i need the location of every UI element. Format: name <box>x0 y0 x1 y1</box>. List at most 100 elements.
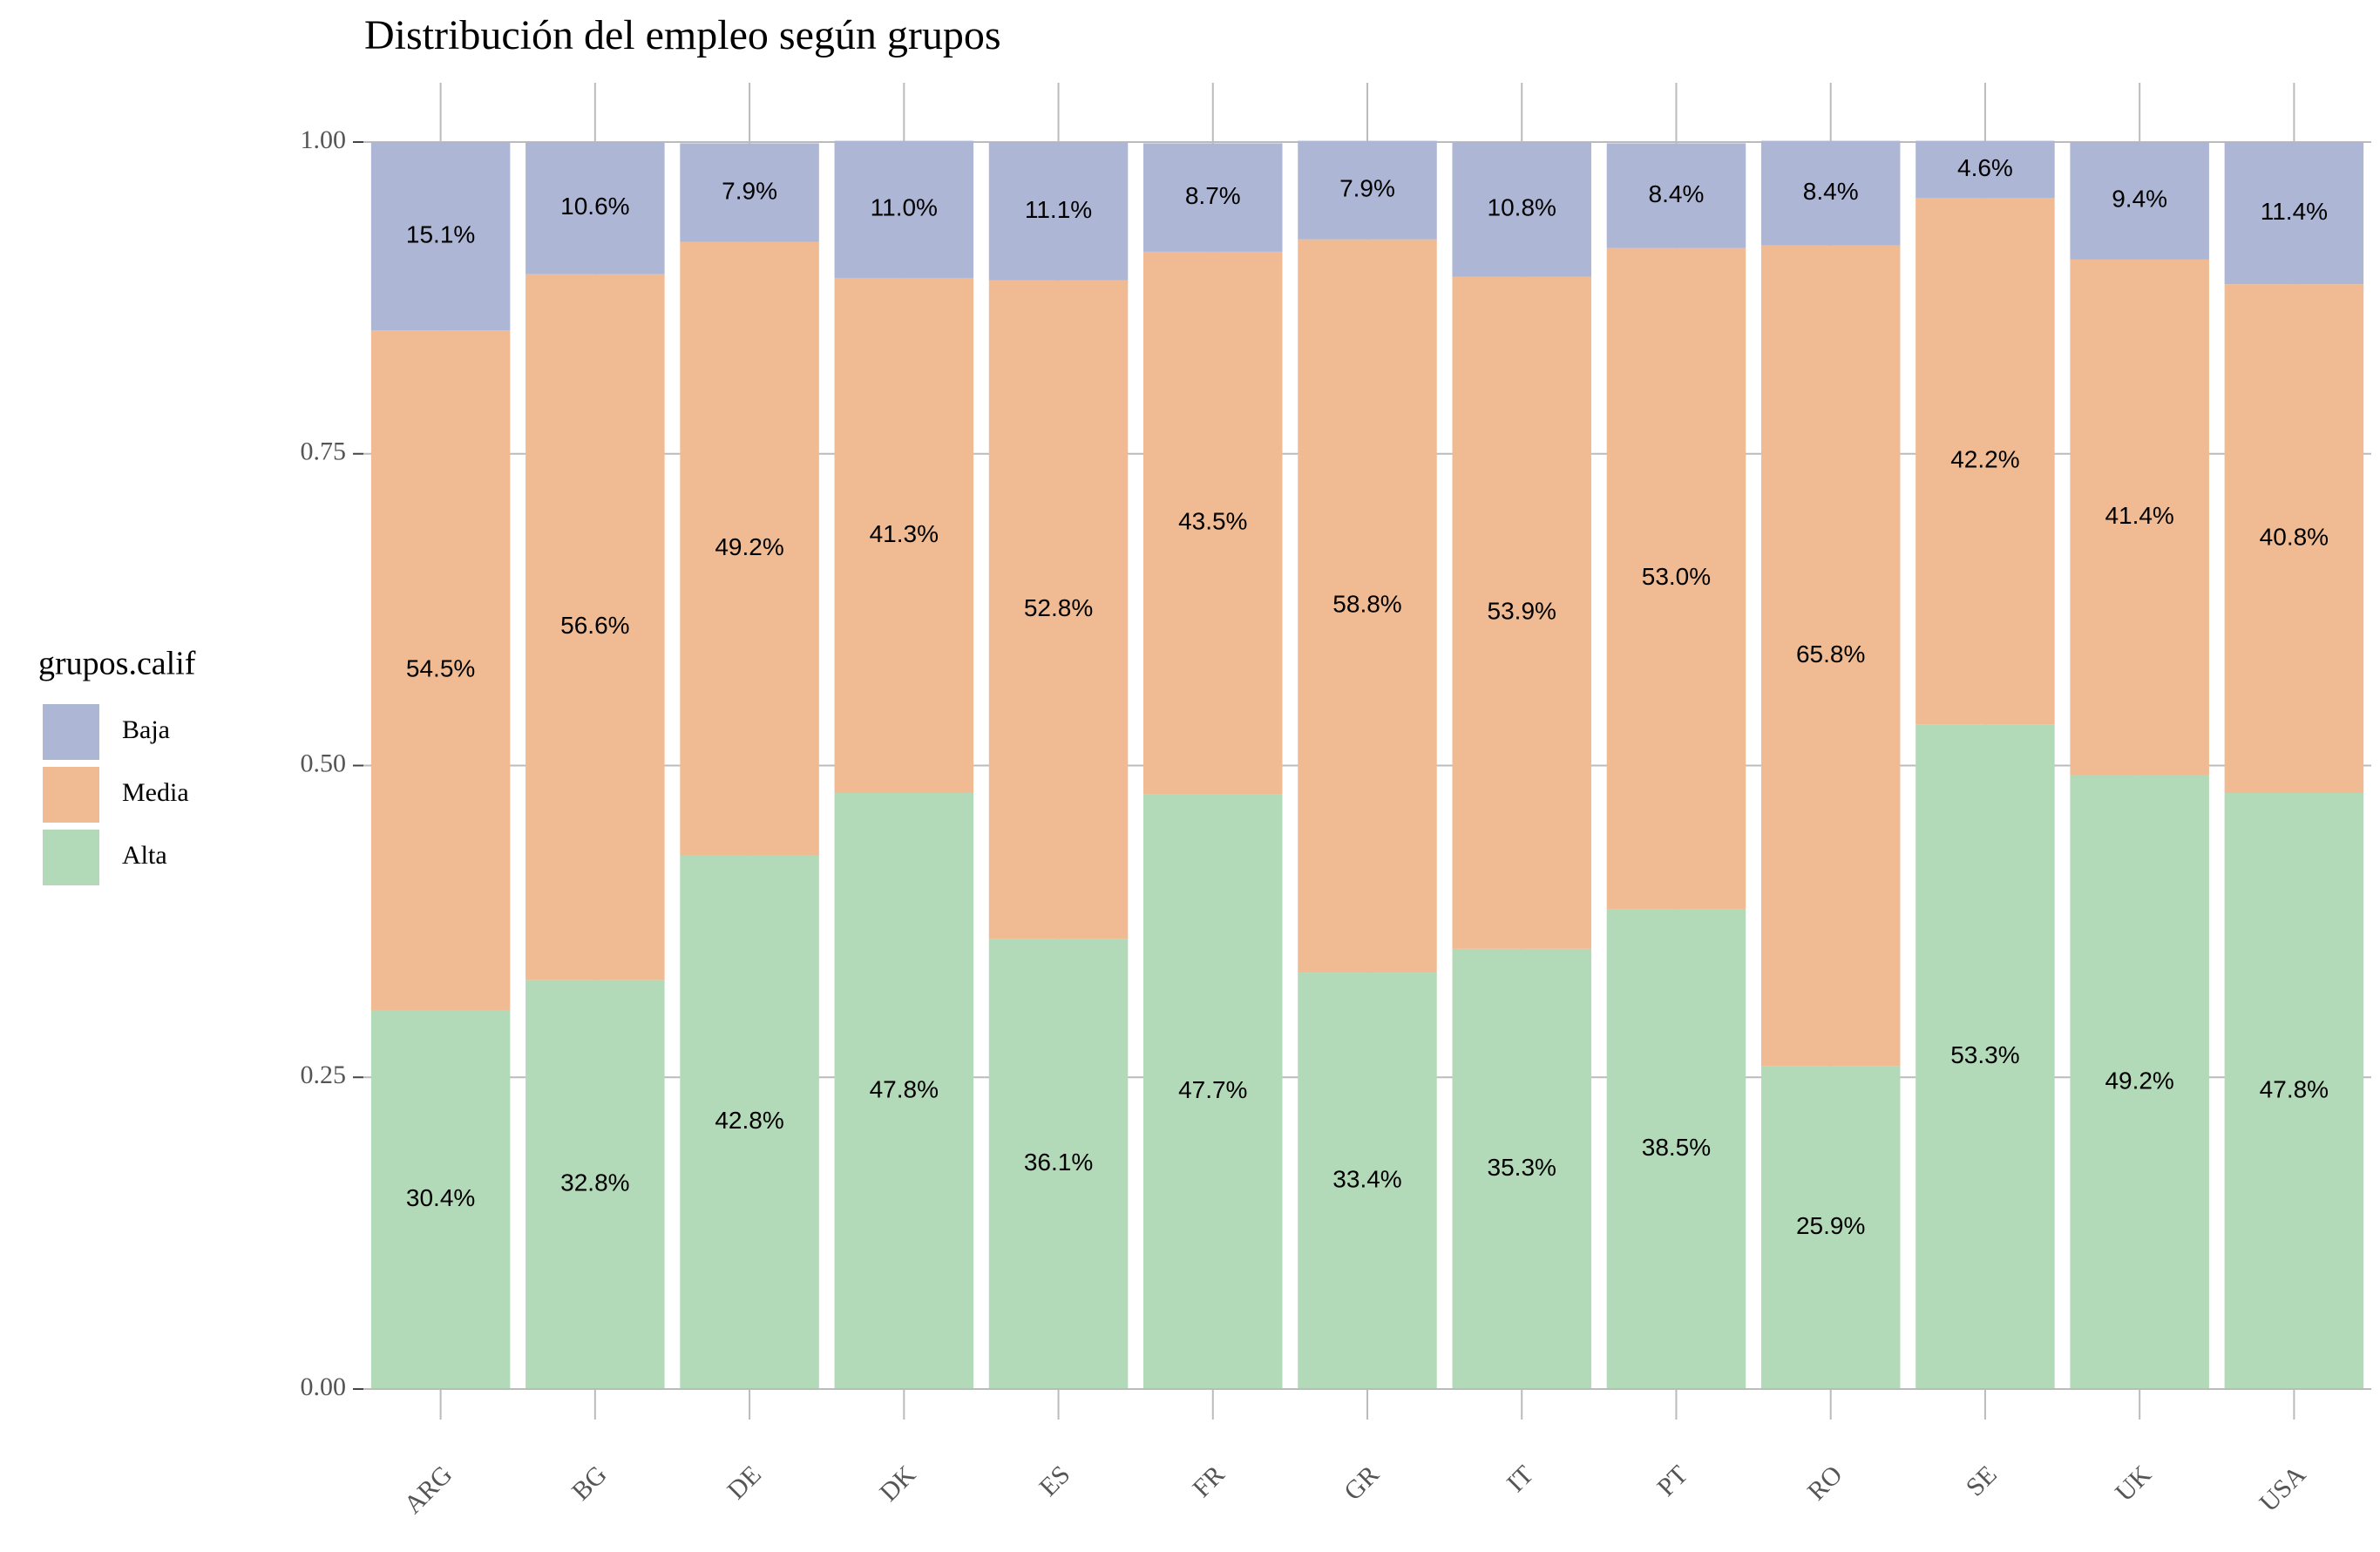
bar-segment <box>1452 142 1591 277</box>
data-label: 9.4% <box>2112 186 2167 213</box>
bar-segment <box>1452 948 1591 1389</box>
data-label: 47.8% <box>870 1075 939 1102</box>
legend-label: Alta <box>122 841 167 870</box>
bar-segment <box>525 142 665 274</box>
bar-segment <box>2224 792 2364 1389</box>
data-label: 33.4% <box>1332 1165 1401 1192</box>
chart-title: Distribución del empleo según grupos <box>364 12 1001 58</box>
x-tick-label: USA <box>2254 1460 2311 1517</box>
bar-segment <box>834 792 974 1389</box>
bar-segment <box>1143 794 1283 1389</box>
bar-segment <box>988 142 1129 281</box>
x-tick-label: BG <box>566 1460 613 1506</box>
bar-segment <box>1916 140 2055 199</box>
data-label: 49.2% <box>715 533 783 560</box>
data-label: 58.8% <box>1332 591 1401 618</box>
bar-segment <box>370 1009 511 1389</box>
data-label: 41.4% <box>2105 502 2173 529</box>
bar-segment <box>1298 973 1437 1389</box>
bar-segment <box>680 143 819 242</box>
bar-segment <box>1606 909 1746 1389</box>
data-label: 56.6% <box>560 612 629 639</box>
x-tick-label: SE <box>1961 1460 2003 1501</box>
bar-segment <box>1143 143 1283 252</box>
bar-segment <box>2070 259 2209 776</box>
bar-segment <box>834 140 974 278</box>
legend-key <box>43 704 99 760</box>
x-tick-label: DE <box>722 1460 767 1505</box>
bar-segment <box>2224 284 2364 793</box>
data-label: 47.8% <box>2260 1075 2329 1102</box>
legend-label: Media <box>122 778 189 807</box>
bar-segment <box>370 330 511 1010</box>
bar-segment <box>1760 245 1901 1067</box>
x-tick-label: ES <box>1034 1460 1075 1501</box>
bar-segment <box>2224 142 2364 285</box>
bar-segment <box>834 277 974 793</box>
data-label: 8.7% <box>1185 182 1241 209</box>
data-label: 42.2% <box>1950 446 2019 473</box>
data-label: 52.8% <box>1024 594 1093 621</box>
bar-segment <box>1916 724 2055 1389</box>
data-label: 53.9% <box>1488 598 1556 625</box>
bar-segment <box>988 939 1129 1389</box>
data-label: 36.1% <box>1024 1149 1093 1176</box>
data-label: 25.9% <box>1796 1212 1865 1239</box>
y-tick-label: 0.75 <box>301 437 347 466</box>
x-tick-label: ARG <box>398 1460 458 1519</box>
legend-title: grupos.calif <box>38 646 196 682</box>
data-label: 53.3% <box>1950 1041 2019 1068</box>
bar-segment <box>680 855 819 1389</box>
bar-segment <box>2070 142 2209 260</box>
data-label: 7.9% <box>722 177 777 204</box>
x-tick-label: IT <box>1502 1460 1539 1497</box>
data-label: 10.6% <box>560 193 629 220</box>
data-label: 54.5% <box>406 654 475 681</box>
bar-segment <box>2070 775 2209 1389</box>
data-label: 11.1% <box>1025 196 1092 223</box>
data-label: 43.5% <box>1178 508 1247 535</box>
data-label: 8.4% <box>1803 178 1859 205</box>
data-label: 38.5% <box>1642 1134 1711 1161</box>
x-tick-label: DK <box>874 1460 921 1507</box>
data-label: 11.0% <box>871 194 938 221</box>
x-tick-label: PT <box>1651 1460 1693 1501</box>
bar-segment <box>680 241 819 856</box>
bar-segment <box>1298 239 1437 973</box>
data-label: 30.4% <box>406 1184 475 1211</box>
bar-segment <box>1606 247 1746 910</box>
x-tick-label: GR <box>1339 1460 1385 1506</box>
legend-key <box>43 830 99 885</box>
bar-segment <box>525 979 665 1389</box>
data-label: 40.8% <box>2260 523 2329 550</box>
data-label: 41.3% <box>870 520 939 547</box>
data-label: 42.8% <box>715 1107 783 1134</box>
y-tick-label: 1.00 <box>301 125 347 154</box>
data-label: 11.4% <box>2261 198 2328 225</box>
data-label: 32.8% <box>560 1169 629 1196</box>
x-tick-label: FR <box>1187 1460 1230 1502</box>
bar-segment <box>1298 140 1437 240</box>
data-label: 7.9% <box>1339 174 1395 201</box>
bar-segment <box>525 274 665 980</box>
y-tick-label: 0.50 <box>301 749 347 777</box>
bar-segment <box>1760 1066 1901 1389</box>
data-label: 4.6% <box>1957 154 2013 181</box>
x-tick-label: RO <box>1802 1460 1848 1506</box>
data-label: 65.8% <box>1796 640 1865 668</box>
y-tick-label: 0.25 <box>301 1061 347 1089</box>
data-label: 53.0% <box>1642 563 1711 590</box>
bar-segment <box>370 142 511 331</box>
bar-segment <box>1916 198 2055 725</box>
data-label: 15.1% <box>406 220 475 247</box>
y-tick-label: 0.00 <box>301 1372 347 1401</box>
legend-label: Baja <box>122 715 170 744</box>
bar-segment <box>988 280 1129 939</box>
legend-key <box>43 767 99 823</box>
data-label: 47.7% <box>1178 1076 1247 1103</box>
bar-segment <box>1760 140 1901 246</box>
data-label: 35.3% <box>1488 1154 1556 1181</box>
data-label: 8.4% <box>1649 180 1705 207</box>
